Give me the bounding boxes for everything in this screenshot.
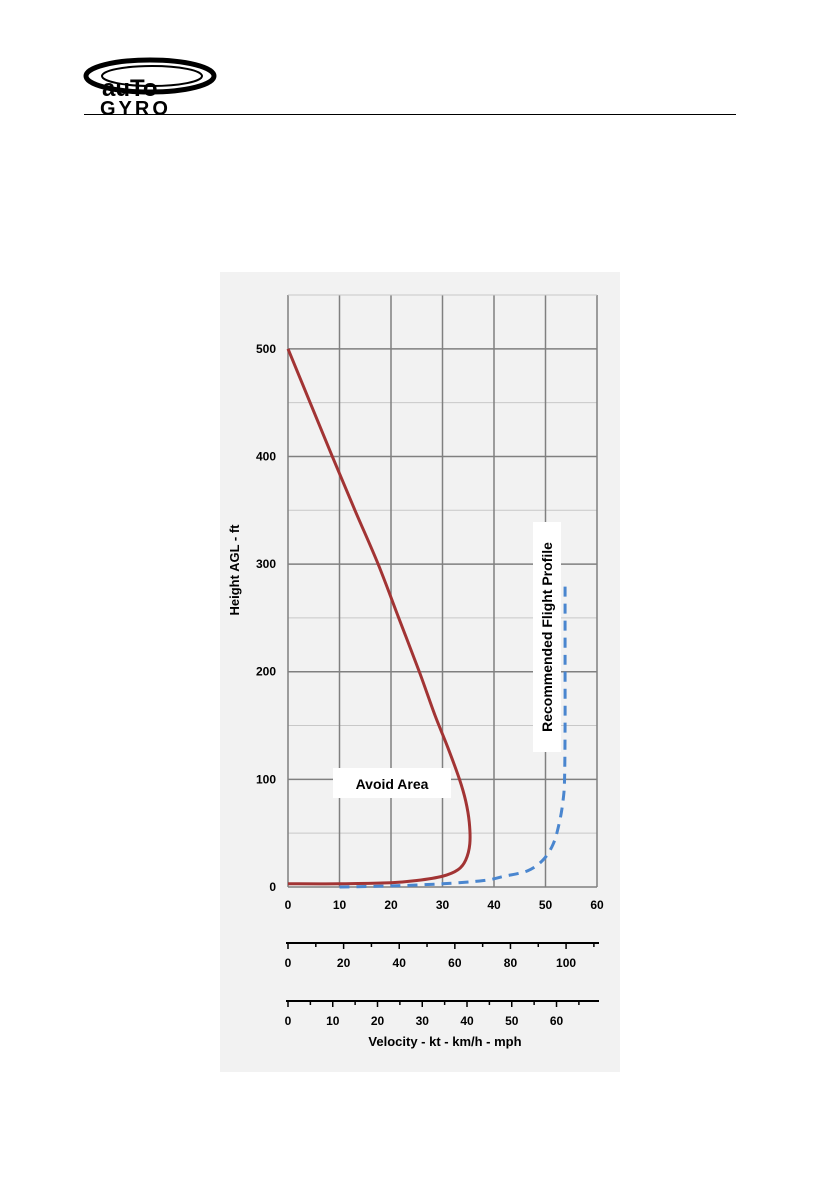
- curves: [286, 348, 567, 889]
- y-tick-label: 0: [269, 880, 276, 894]
- avoid-area-curve: [286, 348, 472, 886]
- secondary-tick-label: 100: [556, 956, 576, 970]
- annotations: Velocity - kt - km/h - mph Height AGL - f…: [227, 522, 561, 1049]
- secondary-tick-label: 0: [285, 1014, 292, 1028]
- header-rule: [84, 114, 736, 115]
- y-tick-label: 300: [256, 557, 276, 571]
- avoid-area-label-bg: [333, 768, 451, 798]
- recommended-profile-label: Recommended Flight Profile: [539, 542, 555, 732]
- autogyro-logo: auTo GYRO: [83, 57, 217, 116]
- y-axis-title: Height AGL - ft: [227, 524, 242, 616]
- y-tick-label: 500: [256, 342, 276, 356]
- secondary-tick-label: 20: [337, 956, 351, 970]
- secondary-tick-label: 50: [505, 1014, 519, 1028]
- x-tick-label-kt: 20: [384, 898, 398, 912]
- x-tick-label-kt: 0: [285, 898, 292, 912]
- x-tick-label-kt: 60: [590, 898, 604, 912]
- x-tick-label-kt: 40: [487, 898, 501, 912]
- x-tick-label-kt: 50: [539, 898, 553, 912]
- logo-text-top: auTo: [102, 75, 158, 102]
- profile-label-bg: [533, 522, 561, 752]
- secondary-tick-label: 40: [460, 1014, 474, 1028]
- secondary-tick-label: 60: [448, 956, 462, 970]
- secondary-tick-label: 0: [285, 956, 292, 970]
- x-tick-label-kt: 30: [436, 898, 450, 912]
- y-tick-label: 100: [256, 772, 276, 786]
- secondary-tick-label: 80: [504, 956, 518, 970]
- secondary-tick-label: 30: [416, 1014, 430, 1028]
- x-tick-label-kt: 10: [333, 898, 347, 912]
- y-tick-label: 400: [256, 449, 276, 463]
- secondary-tick-label: 60: [550, 1014, 564, 1028]
- secondary-tick-label: 40: [393, 956, 407, 970]
- secondary-tick-label: 20: [371, 1014, 385, 1028]
- x-axis-title: Velocity - kt - km/h - mph: [368, 1034, 521, 1049]
- y-tick-label: 200: [256, 665, 276, 679]
- secondary-tick-label: 10: [326, 1014, 340, 1028]
- recommended-profile-curve: [339, 585, 567, 889]
- avoid-area-label: Avoid Area: [356, 776, 429, 792]
- logo-text-bottom: GYRO: [100, 98, 171, 116]
